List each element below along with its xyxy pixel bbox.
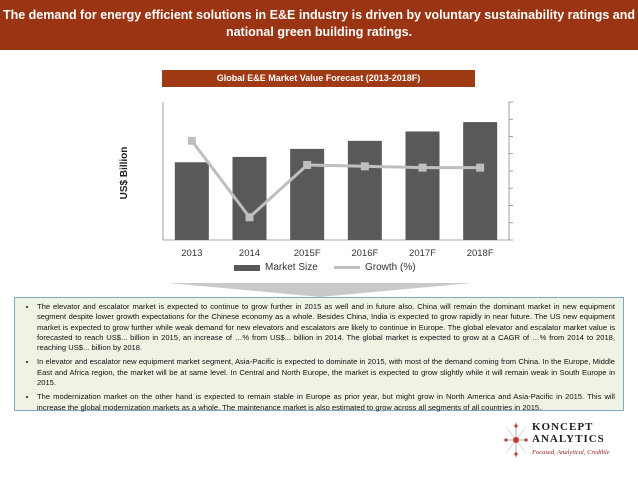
summary-textbox: The elevator and escalator market is exp… — [14, 297, 624, 413]
x-tick-label: 2015F — [294, 248, 321, 259]
down-arrow-shape — [168, 283, 472, 297]
x-tick-label: 2017F — [409, 248, 436, 259]
point-growth — [187, 136, 196, 145]
chart-legend: Market Size Growth (%) — [0, 262, 638, 278]
x-tick-label: 2018F — [467, 248, 494, 259]
point-growth — [476, 163, 485, 172]
legend-bar-swatch — [234, 264, 260, 271]
legend-label-market-size: Market Size — [265, 262, 318, 273]
legend-line-swatch — [334, 266, 360, 269]
line-growth — [190, 139, 481, 220]
bullet-item: In elevator and escalator new equipment … — [37, 357, 615, 388]
chart-area: US$ Billion 2013 2014 2015F 2016F 2017F 2018F — [119, 101, 513, 259]
bar-market-size — [347, 140, 382, 240]
arrow-connector — [168, 283, 472, 297]
bar-market-size — [463, 122, 498, 240]
company-logo: KONCEPT ANALYTICS Focused, Analytical, C… — [500, 418, 628, 466]
page-header: The demand for energy efficient solution… — [0, 0, 638, 50]
x-tick-label: 2014 — [239, 248, 260, 259]
legend-growth: Growth (%) — [334, 262, 416, 273]
logo-tagline: Focused, Analytical, Credible — [532, 449, 610, 456]
logo-text-analytics: ANALYTICS — [532, 433, 605, 445]
point-growth — [245, 213, 254, 222]
bullet-list: The elevator and escalator market is exp… — [23, 302, 615, 413]
bar-market-size — [232, 156, 267, 240]
header-line-1: The demand for energy efficient solution… — [2, 8, 636, 22]
bullet-item: The elevator and escalator market is exp… — [37, 302, 615, 353]
header-line-2: national green building ratings. — [225, 25, 413, 39]
x-tick-label: 2016F — [351, 248, 378, 259]
logo-mark-icon — [504, 422, 528, 458]
legend-market-size: Market Size — [234, 262, 318, 273]
bullet-item: The modernization market on the other ha… — [37, 392, 615, 413]
bar-market-size — [405, 131, 440, 240]
chart-title: Global E&E Market Value Forecast (2013-2… — [162, 70, 475, 87]
point-growth — [303, 160, 312, 169]
legend-label-growth: Growth (%) — [365, 262, 416, 273]
x-tick-label: 2013 — [181, 248, 202, 259]
y-axis-label: US$ Billion — [119, 147, 130, 200]
point-growth — [418, 163, 427, 172]
bar-market-size — [174, 162, 209, 240]
point-growth — [360, 162, 369, 171]
logo-text-koncept: KONCEPT — [532, 421, 594, 433]
